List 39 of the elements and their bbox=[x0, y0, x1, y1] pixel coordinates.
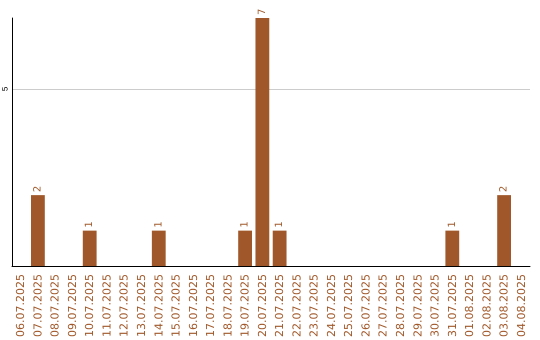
x-tick-label: 12.07.2025 bbox=[118, 274, 131, 338]
data-label: 1 bbox=[240, 221, 251, 228]
x-tick-label: 22.07.2025 bbox=[290, 274, 304, 338]
x-tick-label: 01.08.2025 bbox=[463, 274, 476, 338]
x-tick-label: 11.07.2025 bbox=[100, 274, 114, 338]
x-tick-label: 28.07.2025 bbox=[394, 274, 407, 338]
x-tick-label: 08.07.2025 bbox=[48, 274, 62, 338]
x-tick-label: 06.07.2025 bbox=[14, 274, 28, 338]
x-tick-label: 24.07.2025 bbox=[324, 274, 338, 338]
x-tick-label: 21.07.2025 bbox=[273, 274, 286, 338]
x-tick-label: 10.07.2025 bbox=[83, 274, 96, 338]
data-label: 1 bbox=[84, 221, 96, 228]
x-tick-label: 16.07.2025 bbox=[186, 274, 200, 338]
x-tick-label: 07.07.2025 bbox=[31, 274, 44, 338]
x-tick-label: 18.07.2025 bbox=[221, 274, 234, 338]
x-tick-label: 26.07.2025 bbox=[359, 274, 372, 338]
x-tick-label: 15.07.2025 bbox=[170, 274, 183, 338]
data-label: 1 bbox=[274, 221, 286, 228]
data-label: 1 bbox=[153, 221, 164, 228]
x-tick-label: 31.07.2025 bbox=[446, 274, 459, 338]
x-tick-label: 04.08.2025 bbox=[514, 274, 528, 338]
x-tick-label: 14.07.2025 bbox=[152, 274, 166, 338]
x-tick-label: 02.08.2025 bbox=[480, 274, 494, 338]
x-tick-label: 17.07.2025 bbox=[204, 274, 218, 338]
x-tick-label: 25.07.2025 bbox=[342, 274, 356, 338]
x-tick-label: 09.07.2025 bbox=[66, 274, 79, 338]
data-label: 2 bbox=[498, 186, 510, 192]
x-tick-label: 20.07.2025 bbox=[256, 274, 269, 338]
data-label: 7 bbox=[256, 8, 268, 15]
x-tick-label: 29.07.2025 bbox=[411, 274, 424, 338]
x-tick-label: 23.07.2025 bbox=[308, 274, 321, 338]
x-tick-label: 13.07.2025 bbox=[135, 274, 148, 338]
x-tick-label: 03.08.2025 bbox=[498, 274, 511, 338]
x-tick-label: 30.07.2025 bbox=[428, 274, 442, 338]
x-tick-label: 27.07.2025 bbox=[376, 274, 390, 338]
data-label: 1 bbox=[446, 221, 458, 228]
x-tick-label: 19.07.2025 bbox=[238, 274, 252, 338]
data-label: 2 bbox=[32, 186, 44, 192]
y-tick-label: 5 bbox=[0, 86, 10, 92]
